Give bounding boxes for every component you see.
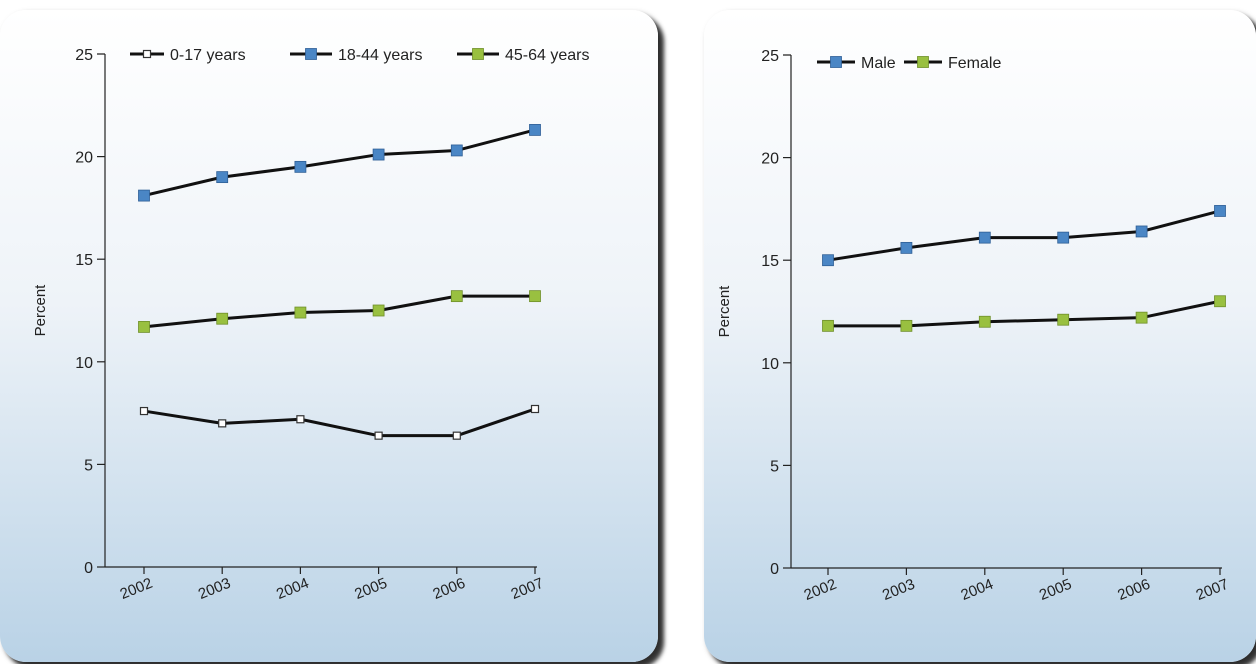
y-tick-label: 20 (761, 151, 779, 168)
data-point-female (1214, 295, 1226, 308)
x-tick-label: 2005 (352, 575, 389, 603)
y-tick-label: 15 (761, 253, 779, 270)
x-tick-label: 2005 (1037, 576, 1074, 604)
x-tick-label: 2007 (1194, 576, 1231, 604)
data-point-male (822, 254, 834, 267)
data-point-45-64-years (450, 290, 463, 303)
series-line-female (828, 299, 1221, 328)
data-point-18-44-years (216, 171, 229, 184)
data-point-male (1135, 225, 1148, 238)
y-tick-label: 0 (770, 561, 779, 578)
series-line-18-44-years (143, 128, 536, 198)
y-tick-label: 10 (761, 356, 779, 373)
data-point-45-64-years (294, 306, 307, 319)
legend-item-female: Female (904, 55, 1001, 72)
legend-marker (142, 49, 152, 59)
x-tick-label: 2006 (430, 575, 467, 603)
series-line-male (827, 209, 1221, 262)
y-axis-label: Percent (32, 284, 49, 337)
y-axis-label: Percent (716, 285, 733, 338)
right-chart-panel: 0 5 10 15 20 25 Percent 2002 2003 2004 2005 2006 200… (704, 10, 1256, 662)
data-point-0-17-years (452, 431, 461, 440)
series-line-0-17-years (143, 407, 536, 438)
data-point-female (900, 319, 913, 332)
y-tick-label: 0 (84, 560, 93, 577)
y-tick-label: 5 (770, 458, 779, 475)
age-group-line-chart: 0 5 10 15 20 25 Percent 2002 2003 2004 2005 2006 200… (32, 47, 590, 603)
data-point-female (978, 315, 991, 328)
data-point-male (900, 241, 913, 254)
legend-marker (472, 48, 484, 60)
left-chart-panel: 0 5 10 15 20 25 Percent 2002 2003 2004 2005 2006 200… (0, 10, 658, 662)
data-point-0-17-years (296, 415, 305, 424)
x-tick-label: 2006 (1115, 576, 1152, 604)
legend-marker (917, 56, 929, 68)
y-tick-label: 20 (75, 150, 93, 167)
legend-item-18-44-years: 18-44 years (290, 47, 423, 64)
data-point-male (1214, 205, 1226, 217)
data-point-18-44-years (529, 124, 541, 136)
y-tick-label: 25 (761, 48, 779, 65)
x-tick-label: 2007 (509, 575, 546, 603)
data-point-45-64-years (372, 304, 385, 317)
legend-label: Female (948, 55, 1001, 72)
x-tick-label: 2003 (196, 575, 233, 603)
data-point-45-64-years (138, 321, 150, 333)
x-tick-label: 2003 (880, 576, 917, 604)
series-line-45-64-years (143, 294, 535, 329)
data-point-18-44-years (138, 189, 150, 202)
legend-label: 0-17 years (170, 47, 246, 64)
legend-label: 18-44 years (338, 47, 423, 64)
data-point-female (822, 319, 834, 332)
legend-item-0-17-years: 0-17 years (130, 47, 246, 64)
legend-item-male: Male (817, 55, 896, 72)
data-point-18-44-years (372, 148, 385, 161)
y-tick-label: 15 (75, 252, 93, 269)
data-point-female (1057, 313, 1070, 326)
legend-marker (830, 56, 842, 68)
data-point-0-17-years (374, 431, 383, 440)
data-point-male (978, 231, 991, 244)
y-tick-label: 10 (75, 355, 93, 372)
data-point-male (1057, 231, 1070, 244)
data-point-18-44-years (450, 144, 463, 157)
x-tick-label: 2002 (802, 576, 839, 604)
x-tick-label: 2004 (958, 576, 995, 604)
x-tick-label: 2004 (274, 575, 311, 603)
data-point-18-44-years (294, 160, 307, 173)
y-tick-label: 25 (75, 47, 93, 64)
legend-item-45-64-years: 45-64 years (457, 47, 590, 64)
x-tick-label: 2002 (118, 575, 155, 603)
legend-marker (305, 48, 317, 60)
legend-label: Male (861, 55, 896, 72)
data-point-45-64-years (529, 290, 541, 303)
data-point-female (1135, 311, 1148, 324)
data-point-0-17-years (530, 404, 540, 414)
data-point-0-17-years (139, 406, 149, 416)
data-point-0-17-years (218, 419, 227, 428)
sex-line-chart: 0 5 10 15 20 25 Percent 2002 2003 2004 2005 2006 200… (716, 48, 1231, 604)
legend-label: 45-64 years (505, 47, 590, 64)
data-point-45-64-years (216, 312, 229, 325)
y-tick-label: 5 (84, 457, 93, 474)
